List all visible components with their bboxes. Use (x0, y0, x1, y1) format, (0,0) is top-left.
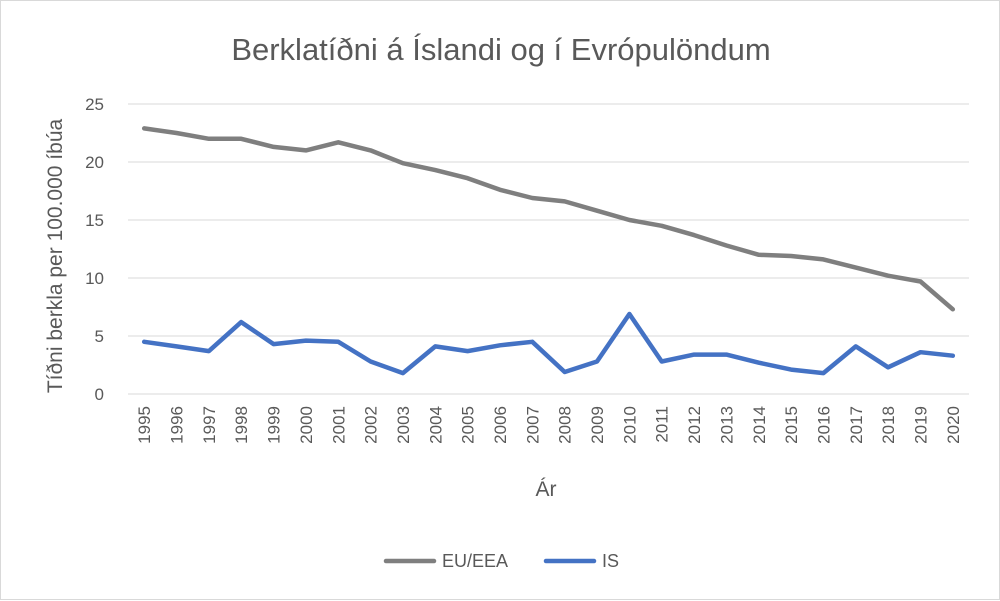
y-axis-title: Tíðni berkla per 100.000 íbúa (44, 119, 67, 394)
x-tick-label: 2001 (329, 406, 348, 444)
legend: EU/EEA IS (383, 551, 619, 571)
y-tick-label: 5 (95, 327, 104, 346)
x-tick-label: 2017 (847, 406, 866, 444)
x-tick-label: 1996 (168, 406, 187, 444)
x-tick-label: 2012 (685, 406, 704, 444)
y-tick-label: 25 (85, 95, 104, 114)
x-tick-label: 2013 (717, 406, 736, 444)
chart-title: Berklatíðni á Íslandi og í Evrópulöndum (231, 32, 770, 67)
x-tick-label: 2006 (491, 406, 510, 444)
x-axis-title: Ár (536, 478, 557, 501)
x-tick-label: 2018 (879, 406, 898, 444)
x-tick-label: 2014 (750, 406, 769, 444)
x-tick-label: 1997 (200, 406, 219, 444)
series-line-is (141, 311, 956, 376)
y-tick-label: 10 (85, 269, 104, 288)
x-tick-label: 1998 (232, 406, 251, 444)
x-tick-label: 2003 (394, 406, 413, 444)
x-tick-label: 2016 (814, 406, 833, 444)
y-axis-ticks: 0 5 10 15 20 25 (85, 95, 104, 404)
x-tick-label: 2011 (653, 406, 672, 443)
y-tick-label: 15 (85, 211, 104, 230)
legend-label: EU/EEA (442, 551, 508, 571)
x-tick-label: 2020 (944, 406, 963, 444)
x-tick-label: 2015 (782, 406, 801, 444)
x-tick-label: 2009 (588, 406, 607, 444)
x-tick-label: 1995 (135, 406, 154, 444)
series-line-eu-eea (141, 126, 956, 312)
legend-label: IS (602, 551, 619, 571)
series-lines (141, 126, 956, 376)
y-tick-label: 20 (85, 153, 104, 172)
gridlines (128, 103, 969, 395)
x-tick-label: 2002 (362, 406, 381, 444)
y-tick-label: 0 (95, 385, 104, 404)
x-tick-label: 2010 (620, 406, 639, 444)
x-axis-ticks: 1995 1996 1997 1998 1999 2000 2001 2002 2003 2004… (135, 406, 963, 444)
x-tick-label: 2019 (911, 406, 930, 444)
x-tick-label: 2007 (523, 406, 542, 444)
x-tick-label: 2005 (459, 406, 478, 444)
x-tick-label: 2004 (426, 406, 445, 444)
x-tick-label: 2000 (297, 406, 316, 444)
x-tick-label: 2008 (556, 406, 575, 444)
x-tick-label: 1999 (265, 406, 284, 444)
